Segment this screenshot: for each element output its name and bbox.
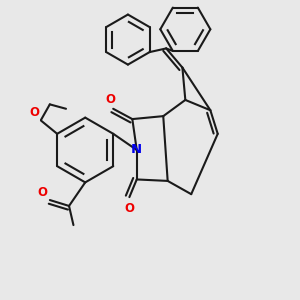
Text: O: O [37,186,47,199]
Text: O: O [29,106,40,119]
Text: N: N [131,143,142,157]
Text: O: O [105,93,115,106]
Text: O: O [124,202,134,214]
